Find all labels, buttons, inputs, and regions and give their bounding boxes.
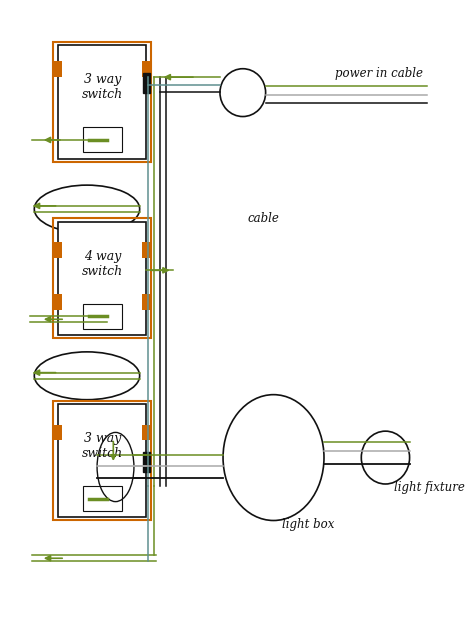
Bar: [143, 452, 150, 472]
Bar: [55, 295, 63, 310]
Text: 3 way
switch: 3 way switch: [82, 73, 123, 101]
Text: 4 way
switch: 4 way switch: [82, 250, 123, 277]
Bar: [55, 242, 63, 258]
Text: 3 way
switch: 3 way switch: [82, 432, 123, 460]
Bar: [142, 61, 150, 77]
Text: cable: cable: [247, 212, 279, 225]
Text: power in cable: power in cable: [335, 67, 423, 80]
Bar: [82, 303, 122, 329]
Text: light box: light box: [283, 518, 335, 532]
Bar: [53, 401, 152, 521]
Bar: [142, 295, 150, 310]
Bar: [58, 404, 146, 518]
Bar: [143, 73, 150, 93]
Bar: [55, 61, 63, 77]
Bar: [82, 128, 122, 152]
Bar: [53, 219, 152, 338]
Bar: [82, 486, 122, 511]
Text: light fixture: light fixture: [394, 481, 465, 494]
Bar: [53, 42, 152, 162]
Bar: [58, 46, 146, 159]
Bar: [142, 242, 150, 258]
Bar: [142, 425, 150, 441]
Bar: [58, 222, 146, 335]
Bar: [55, 425, 63, 441]
